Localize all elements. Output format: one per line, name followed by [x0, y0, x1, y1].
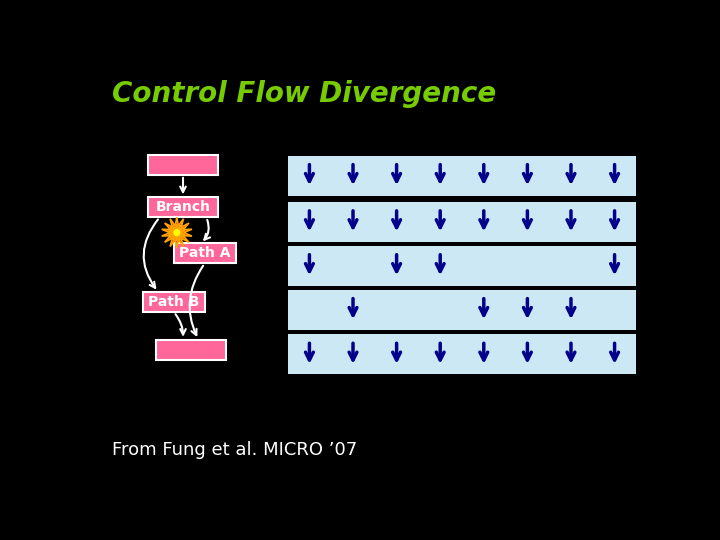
- Text: Path A: Path A: [179, 246, 230, 260]
- Bar: [287, 334, 636, 374]
- FancyBboxPatch shape: [148, 197, 218, 217]
- FancyBboxPatch shape: [156, 340, 225, 360]
- Text: Branch: Branch: [156, 200, 210, 214]
- Text: Path B: Path B: [148, 295, 199, 309]
- FancyBboxPatch shape: [174, 244, 235, 264]
- Bar: [287, 246, 636, 286]
- Text: From Fung et al. MICRO ’07: From Fung et al. MICRO ’07: [112, 441, 357, 459]
- Polygon shape: [162, 217, 192, 248]
- Text: Control Flow Divergence: Control Flow Divergence: [112, 80, 496, 108]
- Polygon shape: [168, 224, 185, 241]
- FancyBboxPatch shape: [143, 292, 204, 312]
- Bar: [287, 202, 636, 242]
- FancyBboxPatch shape: [148, 155, 218, 175]
- Bar: [287, 156, 636, 195]
- Bar: [287, 289, 636, 330]
